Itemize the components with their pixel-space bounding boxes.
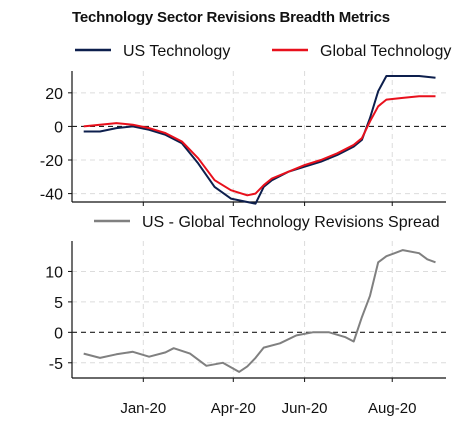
y-tick-label: -40 [40, 187, 63, 204]
top-panel: 20 0 -20 -40 US Technology Global Technology [40, 43, 451, 206]
chart-title: Technology Sector Revisions Breadth Metr… [72, 9, 390, 26]
x-tick-label: Aug-20 [368, 400, 416, 417]
x-tick-label: Apr-20 [211, 400, 256, 417]
y-tick-label: -5 [49, 356, 63, 373]
series-line-us-technology [83, 75, 436, 205]
x-tick-label: Jan-20 [120, 400, 166, 417]
x-tick-label: Jun-20 [282, 400, 328, 417]
bottom-panel: 10 5 0 -5 US - Global Technology Revisions S… [45, 214, 446, 382]
y-tick-label: 5 [54, 295, 63, 312]
legend-label: US - Global Technology Revisions Spread [142, 214, 440, 231]
series-line-us-global-technology-revisions-spread [83, 249, 436, 373]
y-tick-label: 20 [45, 86, 63, 103]
y-tick-label: -20 [40, 153, 63, 170]
legend-label: Global Technology [320, 43, 451, 60]
legend-label: US Technology [123, 43, 230, 60]
y-tick-label: 0 [54, 325, 63, 342]
series-line-global-technology [83, 95, 436, 197]
y-tick-label: 0 [54, 119, 63, 136]
y-tick-label: 10 [45, 264, 63, 281]
x-axis-labels: Jan-20 Apr-20 Jun-20 Aug-20 [120, 400, 416, 417]
